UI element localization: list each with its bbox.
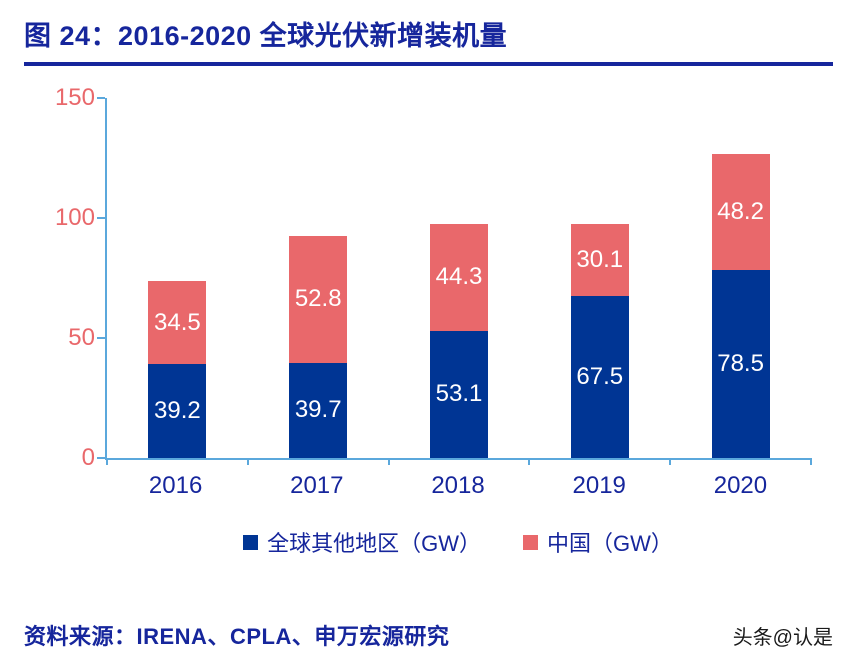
bar-group-2020: 78.5 48.2 bbox=[670, 98, 811, 458]
x-axis-tick-mark bbox=[528, 458, 531, 465]
source-note: 资料来源：IRENA、CPLA、申万宏源研究 bbox=[24, 624, 450, 649]
stacked-bar-chart: 0 50 100 150 39.2 34.5 39.7 52.8 53.1 44.3 67.5 30.… bbox=[55, 84, 812, 558]
bar-group-2017: 39.7 52.8 bbox=[248, 98, 389, 458]
legend-label: 全球其他地区（GW） bbox=[267, 531, 481, 556]
bar-segment: 53.1 bbox=[429, 330, 488, 458]
y-axis-tick-mark bbox=[97, 337, 105, 340]
bar-segment: 48.2 bbox=[711, 153, 770, 270]
bar-group-2018: 53.1 44.3 bbox=[389, 98, 530, 458]
x-axis-label: 2016 bbox=[148, 472, 203, 499]
y-axis-tick-mark bbox=[97, 457, 105, 459]
bar-value-label: 30.1 bbox=[576, 245, 624, 273]
bar-value-label: 67.5 bbox=[576, 363, 624, 390]
y-axis-tick-label: 150 bbox=[54, 84, 95, 111]
x-axis-label: 2020 bbox=[713, 472, 768, 499]
bar-value-label: 39.7 bbox=[294, 396, 342, 424]
bar-group-2016: 39.2 34.5 bbox=[107, 98, 248, 458]
chart-title: 图 24：2016-2020 全球光伏新增装机量 bbox=[24, 21, 508, 51]
y-axis-tick-mark bbox=[97, 97, 105, 99]
legend-item: 中国（GW） bbox=[523, 526, 673, 558]
bar-value-label: 48.2 bbox=[717, 197, 764, 225]
bar-group-2019: 67.5 30.1 bbox=[529, 98, 670, 458]
bar-value-label: 53.1 bbox=[435, 380, 483, 408]
y-axis-tick-label: 0 bbox=[81, 444, 95, 471]
x-axis: 2016 2017 2018 2019 2020 bbox=[105, 472, 811, 500]
bar-segment: 39.7 bbox=[289, 362, 348, 458]
bar-value-label: 34.5 bbox=[154, 308, 201, 336]
legend-item: 全球其他地区（GW） bbox=[243, 526, 481, 558]
bar-segment: 78.5 bbox=[711, 269, 770, 458]
bar-segment: 30.1 bbox=[570, 223, 629, 296]
x-axis-tick-mark bbox=[246, 458, 249, 465]
y-axis-tick-label: 50 bbox=[68, 324, 95, 352]
stacked-bar-2020: 78.5 48.2 bbox=[711, 98, 770, 458]
bar-value-label: 44.3 bbox=[435, 263, 483, 291]
x-axis-label: 2018 bbox=[431, 472, 485, 499]
bar-segment: 67.5 bbox=[570, 296, 629, 458]
plot-area: 0 50 100 150 39.2 34.5 39.7 52.8 53.1 44.3 67.5 30.… bbox=[55, 84, 812, 471]
x-axis-tick-mark bbox=[387, 458, 390, 465]
bar-value-label: 52.8 bbox=[294, 285, 342, 313]
bar-segment: 52.8 bbox=[289, 236, 348, 363]
legend-swatch bbox=[523, 534, 538, 550]
x-axis-tick-mark bbox=[669, 458, 672, 465]
x-axis-tick-mark bbox=[106, 458, 108, 465]
stacked-bar-2016: 39.2 34.5 bbox=[148, 98, 207, 458]
bar-segment: 44.3 bbox=[429, 224, 488, 331]
footer: 资料来源：IRENA、CPLA、申万宏源研究 头条@认是 bbox=[24, 619, 833, 651]
stacked-bar-2017: 39.7 52.8 bbox=[289, 98, 348, 458]
legend-swatch bbox=[243, 534, 259, 550]
stacked-bar-2019: 67.5 30.1 bbox=[570, 98, 629, 458]
stacked-bar-2018: 53.1 44.3 bbox=[429, 98, 488, 458]
x-axis-label: 2017 bbox=[290, 472, 344, 499]
watermark: 头条@认是 bbox=[732, 627, 833, 649]
bar-value-label: 39.2 bbox=[154, 396, 201, 424]
legend: 全球其他地区（GW） 中国（GW） bbox=[105, 526, 811, 558]
bar-value-label: 78.5 bbox=[717, 349, 764, 377]
legend-label: 中国（GW） bbox=[547, 531, 673, 556]
bar-segment: 34.5 bbox=[148, 281, 207, 364]
bar-segment: 39.2 bbox=[148, 363, 207, 458]
y-axis-tick-label: 100 bbox=[54, 204, 95, 232]
x-axis-tick-mark bbox=[810, 458, 812, 465]
x-axis-label: 2019 bbox=[572, 472, 626, 499]
y-axis-tick-mark bbox=[97, 217, 105, 220]
title-underline bbox=[24, 62, 833, 66]
